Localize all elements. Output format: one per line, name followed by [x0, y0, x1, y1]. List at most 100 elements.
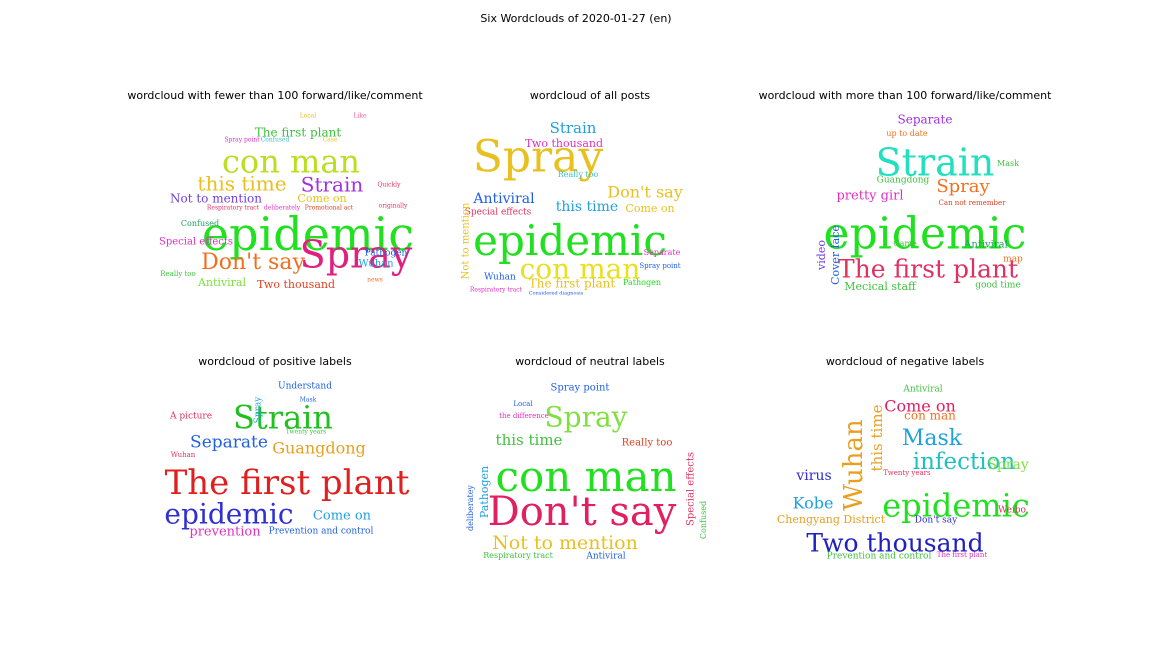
- wordcloud-word: Like: [353, 113, 367, 120]
- wordcloud-word: Spray: [936, 176, 990, 197]
- wordcloud-word: Antiviral: [197, 276, 247, 289]
- wordcloud-word: Spray point: [224, 137, 260, 144]
- wordcloud-word: news: [367, 277, 383, 284]
- wordcloud-word: con man: [904, 409, 956, 423]
- wordcloud-word: Two thousand: [257, 278, 335, 291]
- wordcloud-word: Come on: [884, 397, 956, 416]
- wordcloud-word: Wuhan: [358, 259, 394, 270]
- wordcloud-word: Confused: [261, 137, 290, 144]
- wordcloud-word: Spray: [473, 132, 604, 183]
- wordcloud-word: Game: [893, 239, 917, 248]
- wordcloud-word: Can not remember: [939, 199, 1007, 207]
- panel-title-neutral: wordcloud of neutral labels: [515, 355, 665, 368]
- wordcloud-word: Quickly: [377, 182, 401, 189]
- wordcloud-word: Spray point: [551, 383, 610, 394]
- wordcloud-word: Don't say: [915, 516, 958, 526]
- wordcloud-word: Understand: [278, 382, 332, 392]
- wordcloud-word: The first plant: [937, 551, 988, 559]
- wordcloud-word: The first plant: [165, 463, 410, 503]
- wordcloud-word: Come on: [297, 192, 346, 205]
- wordcloud-word: Come on: [625, 202, 674, 215]
- wordcloud-word: Local: [300, 113, 317, 120]
- wordcloud-word: con man: [520, 253, 641, 286]
- wordcloud-word: map: [1003, 255, 1023, 265]
- wordcloud-word: Not to mention: [461, 202, 472, 279]
- wordcloud-word: epidemic: [824, 209, 1027, 260]
- wordcloud-word: Separate: [898, 113, 953, 127]
- panel-title-all: wordcloud of all posts: [529, 89, 651, 102]
- wordcloud-word: good time: [975, 281, 1021, 291]
- wordcloud-word: virus: [795, 468, 831, 484]
- wordcloud-word: deliberately: [264, 205, 301, 212]
- wordcloud-word: con man: [222, 143, 360, 181]
- wordcloud-word: Prevention and control: [827, 552, 932, 562]
- wordcloud-word: this time: [496, 431, 563, 449]
- wordcloud-word: Weibo: [998, 506, 1026, 516]
- panel-title-fewer: wordcloud with fewer than 100 forward/li…: [127, 89, 423, 102]
- wordcloud-word: Not to mention: [492, 532, 638, 554]
- wordcloud-word: Wuhan: [171, 451, 196, 459]
- wordcloud-word: Cover face: [829, 225, 842, 285]
- wordcloud-word: Pathogen: [365, 249, 408, 259]
- wordcloud-word: Guangdong: [877, 176, 930, 186]
- wordcloud-word: Antiviral: [472, 191, 535, 207]
- wordcloud-word: Special effects: [686, 452, 697, 526]
- wordcloud-word: Confused: [181, 219, 219, 228]
- wordcloud-word: The first plant: [255, 126, 342, 140]
- wordcloud-word: video: [815, 240, 828, 271]
- wordcloud-word: epidemic: [164, 498, 293, 531]
- panel-title-negative: wordcloud of negative labels: [825, 355, 985, 368]
- wordcloud-word: Really too: [622, 438, 673, 449]
- wordcloud-word: Spray: [544, 401, 627, 434]
- wordcloud-word: Considered diagnosis: [529, 291, 584, 297]
- wordcloud-word: Really too: [160, 270, 196, 278]
- wordcloud-word: Chengyang District: [777, 513, 886, 526]
- wordcloud-word: deliberatey: [466, 485, 475, 531]
- wordcloud-word: Kobe: [793, 494, 834, 513]
- wordcloud-word: Respiratory tract: [207, 205, 260, 212]
- wordcloud-word: con man: [495, 452, 676, 501]
- wordcloud-word: infection: [913, 449, 1016, 475]
- wordcloud-word: Pathogen: [623, 278, 661, 287]
- wordcloud-word: A picture: [169, 412, 212, 422]
- wordcloud-word: Strain: [233, 399, 333, 437]
- wordcloud-word: Respiratory tract: [483, 551, 553, 560]
- wordcloud-word: Special effects: [159, 237, 233, 248]
- wordcloud-word: Guangdong: [272, 439, 366, 458]
- wordcloud-word: Separate: [644, 248, 681, 257]
- wordcloud-word: Really too: [558, 170, 599, 179]
- wordcloud-word: Two thousand: [525, 137, 603, 150]
- wordcloud-more: Separate up to date Strain Mask Spray pretty …: [815, 113, 1027, 294]
- wordcloud-word: Antiviral: [902, 385, 942, 395]
- wordcloud-word: the difference: [499, 412, 549, 420]
- wordcloud-word: Strain: [301, 173, 364, 197]
- wordcloud-word: originally: [379, 203, 408, 210]
- wordcloud-word: The first plant: [529, 277, 616, 291]
- wordcloud-word: Spray: [300, 233, 413, 277]
- wordcloud-word: Don't say: [607, 183, 682, 202]
- wordcloud-word: epidemic: [202, 207, 414, 261]
- wordcloud-word: Spray: [254, 396, 264, 424]
- wordcloud-word: Separate: [190, 433, 268, 453]
- wordcloud-word: Don't say: [201, 250, 305, 275]
- wordcloud-word: Mask: [997, 159, 1019, 168]
- wordcloud-word: epidemic: [473, 216, 667, 265]
- wordcloud-word: Pathogen: [478, 466, 491, 518]
- wordcloud-word: Two thousand: [806, 529, 983, 558]
- wordcloud-word: Local: [513, 400, 533, 408]
- wordcloud-word: Twenty years: [883, 469, 931, 477]
- wordcloud-word: Mecical staff: [844, 280, 917, 293]
- panel-title-more: wordcloud with more than 100 forward/lik…: [758, 89, 1052, 102]
- wordcloud-word: Not to mention: [170, 192, 262, 206]
- wordcloud-word: Respiratory tract: [470, 287, 523, 294]
- wordcloud-word: Wuhan: [484, 273, 516, 283]
- wordcloud-word: Come on: [313, 509, 372, 524]
- wordcloud-word: Promotional act: [305, 205, 354, 212]
- wordcloud-word: Strain: [876, 141, 995, 185]
- wordcloud-word: this time: [556, 199, 618, 215]
- wordcloud-word: The first plant: [838, 255, 1018, 284]
